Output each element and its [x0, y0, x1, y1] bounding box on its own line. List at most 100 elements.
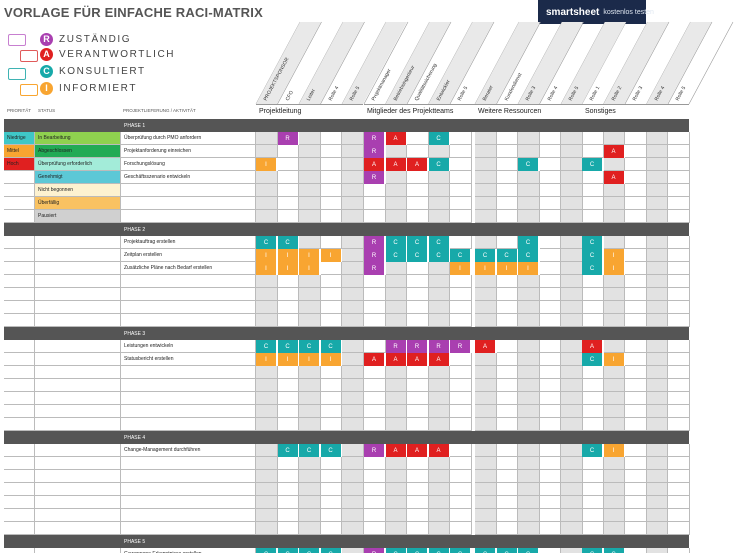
raci-cell[interactable]: I — [256, 353, 277, 366]
raci-cell-empty[interactable] — [668, 340, 690, 353]
raci-cell-empty[interactable] — [320, 236, 342, 249]
priority-cell[interactable] — [4, 509, 35, 522]
raci-cell-empty[interactable] — [299, 210, 321, 223]
raci-cell-empty[interactable] — [450, 301, 472, 314]
raci-cell-empty[interactable] — [518, 288, 540, 301]
raci-cell-empty[interactable] — [625, 444, 647, 457]
raci-cell-empty[interactable] — [496, 132, 518, 145]
raci-cell[interactable]: C — [320, 444, 342, 457]
raci-cell-empty[interactable] — [646, 509, 668, 522]
raci-cell[interactable]: C — [320, 340, 342, 353]
raci-cell[interactable]: C — [582, 444, 603, 457]
raci-cell-empty[interactable] — [450, 470, 472, 483]
raci-cell-empty[interactable] — [256, 288, 278, 301]
raci-cell-empty[interactable] — [625, 171, 647, 184]
raci-cell[interactable]: C — [428, 158, 450, 171]
raci-cell-empty[interactable] — [342, 288, 364, 301]
raci-cell-empty[interactable] — [364, 379, 386, 392]
raci-cell-empty[interactable] — [496, 236, 518, 249]
raci-cell-empty[interactable] — [625, 340, 647, 353]
priority-cell[interactable] — [4, 483, 35, 496]
raci-cell-empty[interactable] — [450, 379, 472, 392]
raci-cell[interactable]: A — [385, 444, 407, 457]
raci-cell-empty[interactable] — [668, 184, 690, 197]
raci-cell-empty[interactable] — [603, 470, 625, 483]
raci-cell-empty[interactable] — [299, 392, 321, 405]
status-cell[interactable] — [35, 379, 121, 392]
raci-cell-empty[interactable] — [561, 392, 583, 405]
raci-cell-empty[interactable] — [364, 210, 386, 223]
raci-cell-empty[interactable] — [342, 236, 364, 249]
raci-cell-empty[interactable] — [496, 184, 518, 197]
priority-cell[interactable] — [4, 522, 35, 535]
raci-cell-empty[interactable] — [646, 184, 668, 197]
raci-cell-empty[interactable] — [518, 418, 540, 431]
raci-cell-empty[interactable] — [475, 171, 497, 184]
raci-cell-empty[interactable] — [603, 158, 625, 171]
raci-cell-empty[interactable] — [625, 236, 647, 249]
raci-cell-empty[interactable] — [518, 496, 540, 509]
smartsheet-trial-button[interactable]: smartsheet kostenlos testen — [538, 0, 654, 24]
raci-cell-empty[interactable] — [582, 275, 604, 288]
raci-cell-empty[interactable] — [407, 314, 429, 327]
raci-cell-empty[interactable] — [625, 509, 647, 522]
raci-cell[interactable]: C — [518, 548, 539, 553]
raci-cell-empty[interactable] — [625, 301, 647, 314]
raci-cell[interactable]: C — [428, 548, 450, 553]
raci-cell[interactable]: C — [320, 548, 342, 553]
raci-cell-empty[interactable] — [561, 262, 583, 275]
raci-cell-empty[interactable] — [256, 496, 278, 509]
raci-cell-empty[interactable] — [496, 301, 518, 314]
status-cell[interactable] — [35, 444, 121, 457]
raci-cell-empty[interactable] — [668, 457, 690, 470]
raci-cell-empty[interactable] — [342, 249, 364, 262]
raci-cell-empty[interactable] — [646, 483, 668, 496]
raci-cell-empty[interactable] — [539, 249, 561, 262]
raci-cell[interactable]: A — [407, 353, 428, 366]
raci-cell-empty[interactable] — [256, 366, 278, 379]
raci-cell-empty[interactable] — [625, 470, 647, 483]
raci-cell-empty[interactable] — [320, 366, 342, 379]
raci-cell-empty[interactable] — [256, 171, 278, 184]
priority-cell[interactable] — [4, 171, 35, 184]
raci-cell-empty[interactable] — [320, 314, 342, 327]
raci-cell-empty[interactable] — [625, 405, 647, 418]
raci-cell-empty[interactable] — [277, 366, 299, 379]
raci-cell-empty[interactable] — [496, 340, 518, 353]
raci-cell-empty[interactable] — [668, 418, 690, 431]
raci-cell-empty[interactable] — [668, 379, 690, 392]
raci-cell-empty[interactable] — [385, 171, 407, 184]
raci-cell-empty[interactable] — [407, 145, 429, 158]
raci-cell[interactable]: C — [385, 548, 407, 553]
raci-cell-empty[interactable] — [320, 496, 342, 509]
raci-cell-empty[interactable] — [277, 379, 299, 392]
raci-cell-empty[interactable] — [475, 379, 497, 392]
raci-cell-empty[interactable] — [450, 197, 472, 210]
raci-cell-empty[interactable] — [561, 236, 583, 249]
raci-cell[interactable]: R — [364, 145, 385, 158]
task-cell[interactable] — [121, 457, 256, 470]
raci-cell-empty[interactable] — [475, 132, 497, 145]
raci-cell-empty[interactable] — [256, 522, 278, 535]
raci-cell-empty[interactable] — [518, 444, 540, 457]
raci-cell-empty[interactable] — [668, 210, 690, 223]
raci-cell-empty[interactable] — [582, 405, 604, 418]
raci-cell[interactable]: A — [428, 353, 450, 366]
raci-cell-empty[interactable] — [320, 392, 342, 405]
raci-cell[interactable]: C — [496, 249, 518, 262]
task-cell[interactable] — [121, 496, 256, 509]
raci-cell-empty[interactable] — [407, 288, 429, 301]
raci-cell-empty[interactable] — [625, 379, 647, 392]
raci-cell[interactable]: A — [407, 444, 428, 457]
raci-cell-empty[interactable] — [256, 210, 278, 223]
raci-cell-empty[interactable] — [646, 548, 668, 553]
raci-cell-empty[interactable] — [646, 457, 668, 470]
raci-cell-empty[interactable] — [320, 522, 342, 535]
raci-cell-empty[interactable] — [603, 184, 625, 197]
raci-cell-empty[interactable] — [561, 457, 583, 470]
status-cell[interactable] — [35, 522, 121, 535]
raci-cell-empty[interactable] — [496, 496, 518, 509]
raci-cell-empty[interactable] — [450, 522, 472, 535]
raci-cell-empty[interactable] — [299, 197, 321, 210]
raci-cell-empty[interactable] — [518, 132, 540, 145]
